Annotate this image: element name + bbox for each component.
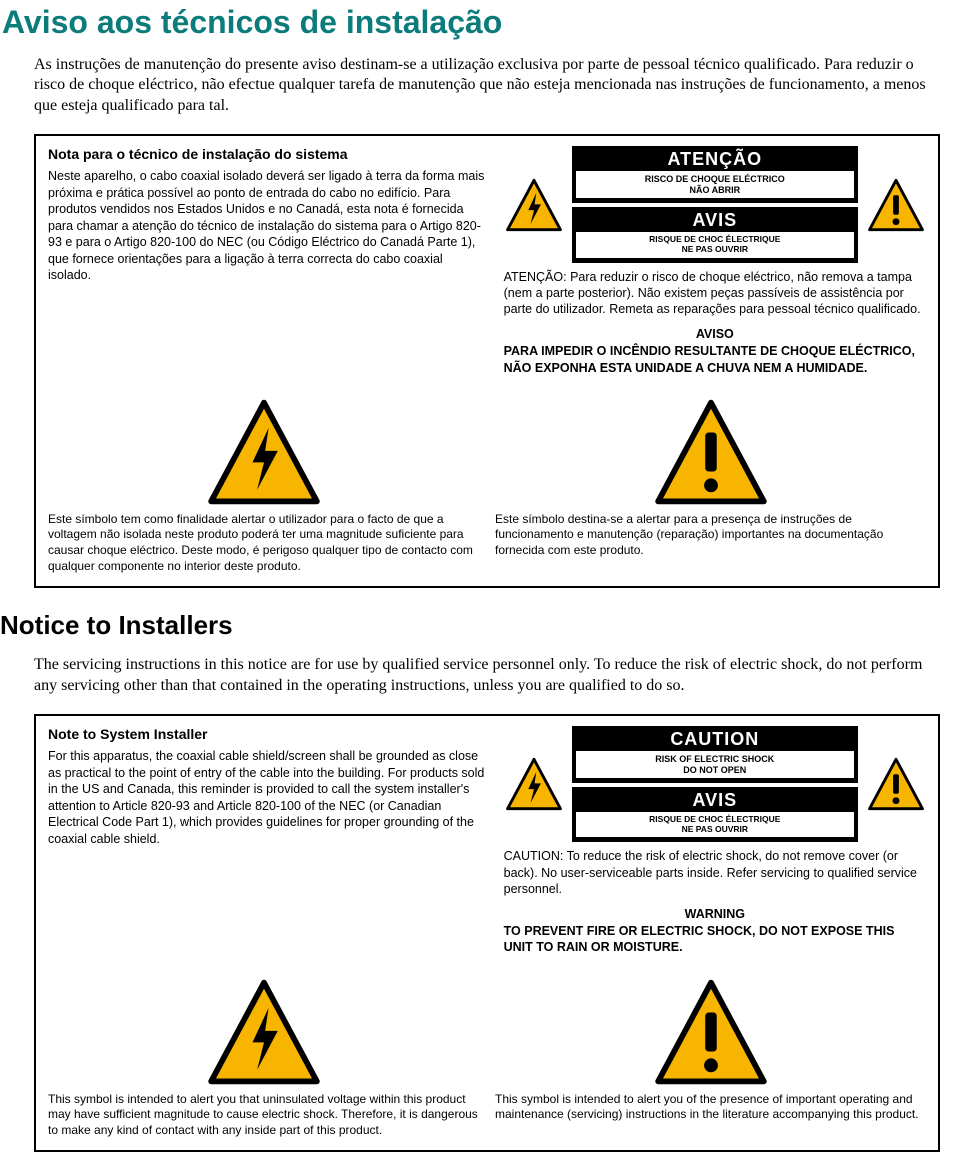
exclamation-triangle-icon — [866, 757, 926, 811]
note-title-pt: Nota para o técnico de instalação do sis… — [48, 146, 488, 162]
exclamation-triangle-big-icon — [651, 978, 771, 1086]
banner-atencao: ATENÇÃO RISCO DE CHOQUE ELÉCTRICO NÃO AB… — [572, 146, 858, 203]
heading-en: Notice to Installers — [0, 610, 960, 641]
exclamation-triangle-icon — [866, 178, 926, 232]
warning-title-en: WARNING — [504, 907, 926, 921]
banner-atencao-line1: RISCO DE CHOQUE ELÉCTRICO — [580, 174, 850, 184]
banner-atencao-line2: NÃO ABRIR — [580, 185, 850, 195]
banner-avis-title-pt: AVIS — [576, 211, 854, 229]
banner-caution-title: CAUTION — [576, 730, 854, 748]
banner-avis-line2-pt: NE PAS OUVRIR — [580, 245, 850, 255]
note-body-pt: Neste aparelho, o cabo coaxial isolado d… — [48, 168, 488, 284]
warning-panel-pt: Nota para o técnico de instalação do sis… — [34, 134, 940, 588]
banner-avis-line2-en: NE PAS OUVRIR — [580, 825, 850, 835]
bolt-triangle-big-icon — [204, 978, 324, 1086]
caution-text-pt: ATENÇÃO: Para reduzir o risco de choque … — [504, 269, 926, 318]
banner-caution-line2: DO NOT OPEN — [580, 765, 850, 775]
warning-body-en: TO PREVENT FIRE OR ELECTRIC SHOCK, DO NO… — [504, 923, 926, 956]
exclamation-triangle-big-icon — [651, 398, 771, 506]
note-body-en: For this apparatus, the coaxial cable sh… — [48, 748, 488, 847]
bolt-triangle-icon — [504, 757, 564, 811]
intro-pt: As instruções de manutenção do presente … — [34, 55, 934, 116]
banner-avis-pt: AVIS RISQUE DE CHOC ÉLECTRIQUE NE PAS OU… — [572, 207, 858, 263]
heading-pt: Aviso aos técnicos de instalação — [2, 4, 960, 41]
bolt-desc-pt: Este símbolo tem como finalidade alertar… — [48, 512, 479, 574]
banner-caution: CAUTION RISK OF ELECTRIC SHOCK DO NOT OP… — [572, 726, 858, 783]
banner-avis-title-en: AVIS — [576, 791, 854, 809]
note-title-en: Note to System Installer — [48, 726, 488, 742]
warning-panel-en: Note to System Installer For this appara… — [34, 714, 940, 1152]
excl-desc-pt: Este símbolo destina-se a alertar para a… — [495, 512, 926, 559]
banner-atencao-title: ATENÇÃO — [576, 150, 854, 168]
bolt-triangle-big-icon — [204, 398, 324, 506]
bolt-triangle-icon — [504, 178, 564, 232]
bolt-desc-en: This symbol is intended to alert you tha… — [48, 1092, 479, 1139]
excl-desc-en: This symbol is intended to alert you of … — [495, 1092, 926, 1123]
warning-title-pt: AVISO — [504, 327, 926, 341]
warning-body-pt: PARA IMPEDIR O INCÊNDIO RESULTANTE DE CH… — [504, 343, 926, 376]
caution-text-en: CAUTION: To reduce the risk of electric … — [504, 848, 926, 897]
banner-caution-line1: RISK OF ELECTRIC SHOCK — [580, 754, 850, 764]
banner-avis-en: AVIS RISQUE DE CHOC ÉLECTRIQUE NE PAS OU… — [572, 787, 858, 843]
intro-en: The servicing instructions in this notic… — [34, 655, 934, 696]
